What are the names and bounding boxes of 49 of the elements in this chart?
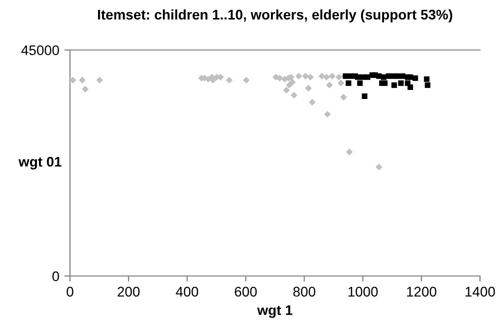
x-tick-label: 800: [293, 286, 316, 297]
point: [286, 82, 293, 89]
point: [400, 73, 406, 79]
point: [346, 80, 352, 86]
point: [82, 86, 89, 93]
x-tick-label: 1200: [407, 286, 436, 297]
point: [357, 80, 363, 86]
x-tick-label: 400: [176, 286, 198, 297]
point: [283, 86, 290, 94]
point: [328, 72, 336, 80]
point: [302, 72, 309, 80]
point: [308, 98, 316, 106]
point: [96, 76, 103, 84]
point: [380, 74, 386, 80]
point: [326, 82, 333, 89]
x-tick-label: 1000: [348, 286, 378, 297]
chart-title: Itemset: children 1..10, workers, elderly (support 53%): [98, 9, 452, 22]
point: [324, 110, 331, 118]
point: [346, 148, 353, 156]
point: [295, 72, 302, 80]
x-tick-label: 1400: [466, 286, 495, 297]
point: [242, 76, 250, 84]
point: [226, 76, 233, 84]
point: [307, 74, 314, 81]
point: [318, 72, 326, 80]
point: [337, 80, 344, 87]
x-tick-label: 0: [66, 286, 74, 297]
x-tick-label: 600: [234, 286, 257, 297]
point: [323, 74, 330, 81]
y-axis-title: wgt 01: [18, 156, 62, 170]
point: [424, 76, 430, 82]
point: [335, 74, 342, 81]
point: [362, 93, 368, 99]
point: [304, 84, 312, 92]
point: [78, 76, 86, 84]
point: [398, 80, 404, 86]
point: [424, 82, 430, 88]
point: [382, 80, 388, 86]
point: [290, 92, 298, 99]
point: [276, 74, 284, 82]
point: [391, 82, 397, 88]
point: [412, 75, 418, 81]
x-tick-label: 200: [118, 286, 140, 297]
point: [408, 74, 414, 80]
point: [408, 84, 414, 90]
point: [340, 94, 347, 101]
y-tick-label: 45000: [21, 45, 60, 56]
point: [376, 164, 382, 170]
x-axis-title: wgt 1: [257, 305, 292, 318]
